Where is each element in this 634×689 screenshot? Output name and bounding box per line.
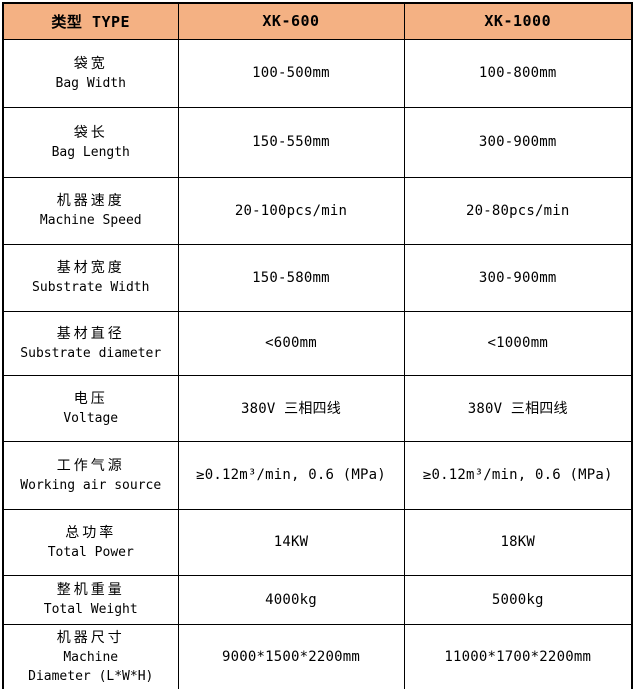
xk600-header-cell: XK-600 <box>177 2 405 40</box>
row-label-zh: 整机重量 <box>56 582 125 598</box>
row-label-en: Bag Length <box>51 144 130 160</box>
xk1000-value-cell: 20-80pcs/min <box>403 176 633 245</box>
row-label-en: Voltage <box>63 410 119 426</box>
xk1000-value-cell: <1000mm <box>403 310 633 376</box>
xk600-value-cell: 380V 三相四线 <box>177 374 405 442</box>
row-label-zh: 袋长 <box>73 124 108 141</box>
row-label-cell: 机器速度 Machine Speed <box>2 176 179 245</box>
row-label-cell: 袋长 Bag Length <box>2 106 179 178</box>
table-row: 总功率 Total Power 14KW 18KW <box>2 508 633 576</box>
xk600-value-cell: ≥0.12m³/min, 0.6 (MPa) <box>177 440 405 510</box>
table-row: 工作气源 Working air source ≥0.12m³/min, 0.6… <box>2 440 633 510</box>
row-label-en: Total Weight <box>43 602 138 617</box>
row-label-en: Working air source <box>20 477 162 493</box>
xk1000-value-cell: 380V 三相四线 <box>403 374 633 442</box>
row-label-en: Substrate Width <box>32 280 150 295</box>
row-label-zh: 工作气源 <box>56 457 125 474</box>
row-label-en: Machine Speed <box>39 213 142 228</box>
row-label-en: Bag Width <box>55 75 126 91</box>
table-row: 袋长 Bag Length 150-550mm 300-900mm <box>2 106 633 178</box>
xk600-value-cell: 9000*1500*2200mm <box>177 623 405 689</box>
table-row: 基材直径 Substrate diameter <600mm <1000mm <box>2 310 633 376</box>
row-label-zh: 袋宽 <box>73 55 108 72</box>
xk1000-value-cell: 5000kg <box>403 574 633 625</box>
table-row: 袋宽 Bag Width 100-500mm 100-800mm <box>2 38 633 108</box>
xk1000-value-cell: 18KW <box>403 508 633 576</box>
row-label-zh: 基材宽度 <box>56 260 125 276</box>
xk600-value-cell: 150-550mm <box>177 106 405 178</box>
xk600-value-cell: 4000kg <box>177 574 405 625</box>
row-label-cell: 整机重量 Total Weight <box>2 574 179 625</box>
xk600-value-cell: 20-100pcs/min <box>177 176 405 245</box>
row-label-zh: 基材直径 <box>56 325 125 342</box>
xk1000-value-cell: 300-900mm <box>403 106 633 178</box>
table-row: 机器尺寸 Machine Diameter (L*W*H) 9000*1500*… <box>2 623 633 689</box>
row-label-en: Substrate diameter <box>20 345 162 361</box>
xk600-value-cell: 150-580mm <box>177 243 405 312</box>
row-label-cell: 基材宽度 Substrate Width <box>2 243 179 312</box>
row-label-zh: 电压 <box>73 390 108 407</box>
type-header-cell: 类型 TYPE <box>2 2 179 40</box>
spec-table-body: 袋宽 Bag Width 100-500mm 100-800mm 袋长 Bag … <box>2 38 633 689</box>
row-label-cell: 工作气源 Working air source <box>2 440 179 510</box>
xk1000-value-cell: 100-800mm <box>403 38 633 108</box>
row-label-cell: 基材直径 Substrate diameter <box>2 310 179 376</box>
row-label-en: Total Power <box>47 544 134 560</box>
row-label-zh: 总功率 <box>65 524 117 541</box>
header-row: 类型 TYPE XK-600 XK-1000 <box>2 2 633 40</box>
row-label-zh: 机器尺寸 <box>56 629 125 646</box>
row-label-cell: 机器尺寸 Machine Diameter (L*W*H) <box>2 623 179 689</box>
xk1000-header-cell: XK-1000 <box>403 2 633 40</box>
row-label-cell: 总功率 Total Power <box>2 508 179 576</box>
xk1000-value-cell: 11000*1700*2200mm <box>403 623 633 689</box>
xk600-value-cell: 100-500mm <box>177 38 405 108</box>
row-label-cell: 袋宽 Bag Width <box>2 38 179 108</box>
table-row: 整机重量 Total Weight 4000kg 5000kg <box>2 574 633 625</box>
xk1000-value-cell: 300-900mm <box>403 243 633 312</box>
xk1000-value-cell: ≥0.12m³/min, 0.6 (MPa) <box>403 440 633 510</box>
xk600-value-cell: <600mm <box>177 310 405 376</box>
row-label-en: Machine Diameter (L*W*H) <box>28 649 154 684</box>
table-row: 电压 Voltage 380V 三相四线 380V 三相四线 <box>2 374 633 442</box>
row-label-cell: 电压 Voltage <box>2 374 179 442</box>
table-row: 基材宽度 Substrate Width 150-580mm 300-900mm <box>2 243 633 312</box>
row-label-zh: 机器速度 <box>56 193 125 209</box>
table-row: 机器速度 Machine Speed 20-100pcs/min 20-80pc… <box>2 176 633 245</box>
xk600-value-cell: 14KW <box>177 508 405 576</box>
